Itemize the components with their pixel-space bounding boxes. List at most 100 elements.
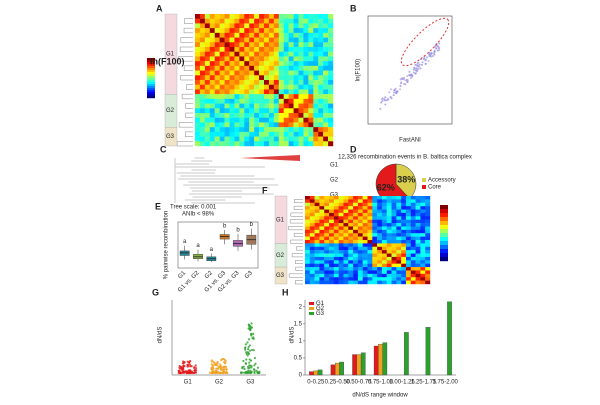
colorbar bbox=[440, 229, 448, 234]
heatmap-cell bbox=[303, 103, 309, 109]
strip-point bbox=[246, 354, 249, 357]
heatmap-cell bbox=[278, 113, 284, 118]
heatmap-cell bbox=[333, 273, 339, 278]
heatmap-cell bbox=[278, 131, 284, 137]
heatmap-cell bbox=[425, 212, 431, 217]
heatmap-cell bbox=[298, 18, 304, 24]
heatmap-cell bbox=[357, 253, 363, 258]
heatmap-cell bbox=[219, 18, 225, 24]
heatmap-cell bbox=[338, 253, 344, 258]
heatmap-cell bbox=[357, 263, 363, 268]
heatmap-cell bbox=[303, 98, 309, 104]
heatmap-cell bbox=[273, 32, 279, 38]
heatmap-cell bbox=[425, 202, 431, 207]
heatmap-cell bbox=[415, 246, 421, 251]
heatmap-cell bbox=[249, 141, 255, 147]
x-axis-label: dN/dS range window bbox=[352, 393, 408, 399]
heatmap-cell bbox=[264, 75, 270, 81]
heatmap-cell bbox=[305, 216, 311, 220]
heatmap-cell bbox=[283, 131, 289, 137]
heatmap-cell bbox=[425, 260, 431, 264]
heatmap-cell bbox=[391, 270, 397, 275]
heatmap-cell bbox=[204, 94, 210, 100]
heatmap-cell bbox=[329, 267, 335, 271]
heatmap-cell bbox=[249, 98, 255, 104]
heatmap-cell bbox=[318, 70, 324, 76]
heatmap-cell bbox=[343, 233, 349, 237]
colorbar bbox=[440, 245, 448, 250]
heatmap-cell bbox=[308, 23, 314, 29]
heatmap-cell bbox=[381, 246, 387, 251]
heatmap-cell bbox=[381, 260, 387, 264]
heatmap-cell bbox=[313, 117, 319, 123]
heatmap-cell bbox=[362, 277, 368, 281]
scatter-point bbox=[393, 91, 396, 94]
heatmap-cell bbox=[319, 233, 325, 237]
heatmap-cell bbox=[239, 61, 245, 67]
heatmap-cell bbox=[420, 229, 426, 234]
heatmap-cell bbox=[293, 42, 299, 48]
heatmap-cell bbox=[283, 122, 289, 128]
heatmap-cell bbox=[319, 236, 325, 241]
heatmap-cell bbox=[224, 117, 230, 123]
heatmap-cell bbox=[254, 127, 260, 133]
heatmap-cell bbox=[401, 212, 407, 217]
heatmap-cell bbox=[278, 136, 284, 142]
heatmap-cell bbox=[298, 37, 304, 43]
heatmap-cell bbox=[249, 18, 255, 24]
heatmap-cell bbox=[329, 273, 335, 278]
heatmap-cell bbox=[195, 70, 201, 76]
heatmap-cell bbox=[367, 236, 373, 241]
heatmap-cell bbox=[372, 240, 378, 244]
heatmap-cell bbox=[283, 84, 289, 90]
heatmap-cell bbox=[333, 253, 339, 258]
heatmap-cell bbox=[343, 229, 349, 234]
heatmap-cell bbox=[343, 280, 349, 285]
heatmap-cell bbox=[195, 47, 201, 52]
heatmap-cell bbox=[381, 226, 387, 231]
heatmap-cell bbox=[313, 113, 319, 118]
heatmap-cell bbox=[209, 47, 215, 52]
heatmap-cell bbox=[278, 127, 284, 133]
heatmap-cell bbox=[420, 277, 426, 281]
heatmap-cell bbox=[199, 89, 206, 95]
heatmap-cell bbox=[298, 131, 304, 137]
heatmap-cell bbox=[338, 246, 344, 251]
heatmap-cell bbox=[204, 37, 210, 43]
heatmap-cell bbox=[410, 209, 416, 214]
heatmap-cell bbox=[305, 240, 311, 244]
heatmap-cell bbox=[415, 236, 421, 241]
heatmap-cell bbox=[249, 127, 255, 133]
scatter-point bbox=[428, 51, 431, 54]
heatmap-cell bbox=[357, 240, 363, 244]
colorbar bbox=[147, 68, 155, 71]
heatmap-cell bbox=[386, 206, 392, 210]
heatmap-cell bbox=[239, 141, 245, 147]
heatmap-cell bbox=[204, 131, 210, 137]
heatmap-cell bbox=[254, 122, 260, 128]
heatmap-cell bbox=[268, 56, 275, 62]
heatmap-cell bbox=[305, 273, 311, 278]
heatmap-cell bbox=[219, 141, 225, 147]
heatmap-cell bbox=[293, 32, 299, 38]
heatmap-cell bbox=[401, 280, 407, 285]
heatmap-cell bbox=[324, 280, 330, 285]
heatmap-cell bbox=[410, 270, 416, 275]
scatter-point bbox=[436, 45, 439, 48]
heatmap-cell bbox=[343, 243, 349, 247]
heatmap-cell bbox=[259, 94, 265, 100]
heatmap-cell bbox=[324, 199, 330, 203]
colorbar bbox=[147, 92, 155, 95]
heatmap-cell bbox=[249, 103, 255, 109]
heatmap-cell bbox=[348, 202, 354, 207]
heatmap-cell bbox=[420, 270, 426, 275]
heatmap-cell bbox=[293, 136, 299, 142]
heatmap-cell bbox=[401, 267, 407, 271]
colorbar bbox=[440, 253, 448, 258]
heatmap-cell bbox=[328, 56, 334, 62]
heatmap-cell bbox=[273, 122, 279, 128]
heatmap-cell bbox=[254, 141, 260, 147]
y-tick-label: 2 bbox=[299, 304, 303, 310]
heatmap-cell bbox=[372, 223, 378, 227]
heatmap-cell bbox=[259, 51, 265, 57]
